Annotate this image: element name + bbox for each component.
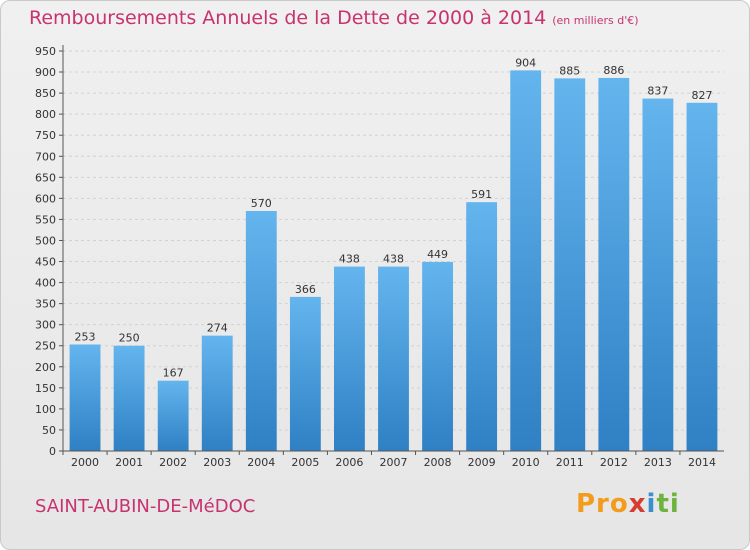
x-tick-label: 2008: [424, 456, 452, 469]
logo-part-1: Pro: [576, 489, 629, 519]
bar-2006: [334, 266, 365, 451]
bar-value-label: 449: [427, 248, 448, 261]
x-tick-label: 2012: [600, 456, 628, 469]
y-tick-label: 200: [35, 361, 56, 374]
x-tick-label: 2002: [159, 456, 187, 469]
x-tick-label: 2010: [512, 456, 540, 469]
x-tick-label: 2011: [556, 456, 584, 469]
y-tick-label: 800: [35, 108, 56, 121]
bar-2007: [378, 266, 409, 451]
bar-value-label: 886: [603, 64, 624, 77]
bar-2011: [554, 78, 586, 452]
x-axis-ticks: 2000 2001 2002 2003 2004 2005 2006 2007 2008 2009…: [62, 451, 716, 469]
bar-value-label: 366: [295, 283, 316, 296]
y-tick-label: 850: [35, 87, 56, 100]
y-axis-ticks: 0 50 100 150 200 250 300 350 400 450 500 550 600 650 7…: [35, 45, 63, 458]
x-tick-label: 2006: [335, 456, 363, 469]
commune-name: SAINT-AUBIN-DE-MéDOC: [35, 496, 256, 517]
bar-value-label: 274: [207, 322, 228, 335]
x-tick-label: 2005: [291, 456, 319, 469]
y-tick-label: 300: [35, 319, 56, 332]
bar-2004: [245, 211, 277, 451]
axes: [62, 45, 724, 452]
y-tick-label: 650: [35, 171, 56, 184]
y-tick-label: 350: [35, 298, 56, 311]
bar-value-label: 904: [515, 56, 536, 69]
y-tick-label: 400: [35, 277, 56, 290]
bar-2009: [466, 202, 498, 451]
bar-2010: [510, 70, 542, 452]
y-tick-label: 950: [35, 45, 56, 58]
x-tick-label: 2014: [688, 456, 716, 469]
logo-part-4: ti: [656, 489, 680, 519]
bar-2001: [113, 345, 145, 451]
y-tick-label: 600: [35, 192, 56, 205]
y-tick-label: 500: [35, 234, 56, 247]
y-tick-label: 100: [35, 403, 56, 416]
bar-2008: [422, 261, 453, 451]
y-tick-label: 550: [35, 213, 56, 226]
bar-value-label: 167: [163, 367, 184, 380]
chart-title: Remboursements Annuels de la Dette de 20…: [29, 7, 639, 29]
bar-value-label: 253: [75, 330, 96, 343]
y-tick-label: 150: [35, 382, 56, 395]
bar-2012: [598, 77, 630, 452]
x-tick-label: 2013: [644, 456, 672, 469]
bar-2005: [289, 296, 321, 451]
x-tick-label: 2007: [380, 456, 408, 469]
y-tick-label: 250: [35, 340, 56, 353]
bar-value-label: 827: [691, 89, 712, 102]
x-tick-label: 2001: [115, 456, 143, 469]
x-tick-label: 2004: [247, 456, 275, 469]
proxiti-logo[interactable]: Proxiti: [576, 489, 680, 519]
bar-value-label: 837: [647, 85, 668, 98]
bar-value-label: 570: [251, 197, 272, 210]
y-tick-label: 700: [35, 150, 56, 163]
x-tick-label: 2009: [468, 456, 496, 469]
bar-2013: [642, 98, 674, 451]
bar-value-label: 885: [559, 64, 580, 77]
logo-part-3: i: [646, 489, 657, 519]
chart-subtitle: (en milliers d'€): [552, 14, 639, 27]
bar-2014: [686, 102, 718, 451]
y-tick-label: 750: [35, 129, 56, 142]
bar-value-label: 591: [471, 188, 492, 201]
y-tick-label: 50: [42, 424, 56, 437]
bar-2003: [201, 335, 233, 451]
x-tick-label: 2000: [71, 456, 99, 469]
y-tick-label: 0: [49, 445, 56, 458]
y-tick-label: 900: [35, 66, 56, 79]
bar-value-label: 250: [119, 332, 140, 345]
logo-part-2: x: [628, 489, 647, 519]
y-tick-label: 450: [35, 256, 56, 269]
bar-2002: [157, 380, 189, 451]
x-tick-label: 2003: [203, 456, 231, 469]
bar-value-label: 438: [339, 253, 360, 266]
bars-group: 253 250 167 274 570 366 438 438 449 591 904 885 886 8…: [69, 56, 718, 452]
bar-2000: [69, 344, 101, 451]
bar-value-label: 438: [383, 253, 404, 266]
